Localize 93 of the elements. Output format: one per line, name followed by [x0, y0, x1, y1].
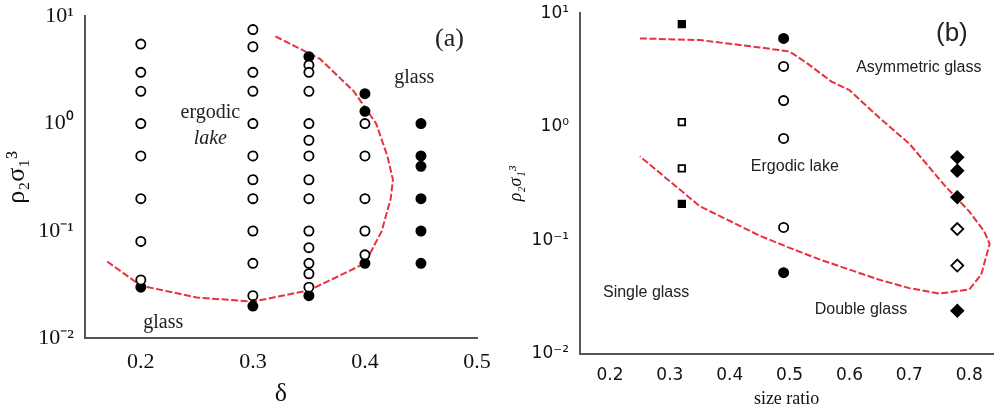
y-tick-label: 10⁰ — [43, 109, 74, 135]
point — [303, 134, 315, 146]
point — [415, 118, 427, 130]
point — [247, 290, 259, 302]
point — [135, 118, 147, 130]
y-axis-title: ρ₂σ₁³ — [504, 165, 525, 203]
point — [359, 193, 371, 205]
y-tick-label: 10¹ — [45, 1, 74, 27]
point — [359, 105, 371, 117]
x-tick-label: 0.6 — [835, 363, 864, 384]
point — [135, 193, 147, 205]
point — [247, 24, 259, 36]
point — [359, 118, 371, 130]
point — [303, 242, 315, 254]
point — [778, 95, 790, 107]
point — [950, 303, 965, 318]
y-tick-label: 10⁻¹ — [531, 228, 570, 249]
annotation: Ergodic lake — [750, 156, 839, 174]
x-tick-label: 0.2 — [127, 348, 155, 374]
point — [359, 88, 371, 100]
y-tick-label: 10⁰ — [540, 115, 570, 136]
point — [247, 300, 259, 312]
point — [950, 163, 965, 178]
point — [247, 174, 259, 186]
annotation: (a) — [435, 22, 464, 52]
x-tick-label: 0.7 — [895, 363, 923, 384]
point — [415, 257, 427, 269]
x-tick-label: 0.2 — [596, 363, 624, 384]
annotation: Double glass — [814, 300, 908, 318]
point — [303, 85, 315, 97]
y-tick-label: 10⁻¹ — [38, 216, 74, 242]
annotation: Single glass — [602, 283, 690, 301]
point — [950, 222, 965, 236]
point — [359, 225, 371, 237]
annotation: (b) — [935, 16, 968, 47]
point — [135, 38, 147, 50]
point — [950, 150, 965, 165]
y-tick-label: 10⁻² — [531, 342, 570, 363]
annotation: Asymmetric glass — [856, 58, 982, 76]
point — [247, 193, 259, 205]
point — [135, 150, 147, 162]
point — [950, 258, 965, 273]
point — [247, 66, 259, 78]
point — [778, 60, 790, 72]
point — [303, 281, 315, 293]
point — [415, 225, 427, 237]
annotation: lake — [193, 125, 228, 148]
point — [247, 225, 259, 237]
x-tick-label: 0.4 — [351, 348, 379, 374]
point — [303, 193, 315, 205]
point — [778, 132, 790, 144]
y-axis-title: ρ₂σ₁³ — [1, 150, 31, 204]
point — [359, 150, 371, 162]
point — [303, 66, 315, 78]
point — [677, 164, 686, 173]
x-tick-label: 0.8 — [955, 363, 983, 384]
point — [303, 257, 315, 269]
x-tick-label: 0.4 — [716, 363, 744, 384]
y-tick-label: 10¹ — [540, 1, 570, 22]
point — [303, 174, 315, 186]
annotation: glass — [143, 309, 184, 333]
point — [415, 160, 427, 172]
point — [303, 118, 315, 130]
point — [415, 193, 427, 205]
point — [778, 32, 790, 44]
point — [135, 85, 147, 97]
x-tick-label: 0.5 — [776, 363, 804, 384]
point — [303, 225, 315, 237]
point — [135, 235, 147, 247]
point — [247, 257, 259, 269]
point — [303, 268, 315, 280]
point — [778, 221, 790, 233]
y-tick-label: 10⁻² — [38, 324, 75, 350]
point — [247, 118, 259, 130]
point — [135, 66, 147, 78]
point — [247, 41, 259, 53]
point — [677, 117, 686, 127]
point — [677, 199, 686, 208]
x-axis-title: δ — [274, 378, 288, 408]
annotation: ergodic — [180, 100, 241, 124]
point — [303, 150, 315, 162]
point — [677, 20, 686, 29]
point — [359, 249, 371, 261]
x-axis-title: size ratio — [753, 387, 820, 408]
point — [415, 150, 427, 162]
point — [950, 190, 965, 205]
x-tick-label: 0.3 — [656, 363, 684, 384]
annotation: glass — [394, 64, 435, 88]
point — [778, 267, 790, 279]
point — [247, 85, 259, 97]
point — [247, 150, 259, 162]
x-tick-label: 0.3 — [239, 348, 267, 374]
x-tick-label: 0.5 — [463, 348, 491, 374]
